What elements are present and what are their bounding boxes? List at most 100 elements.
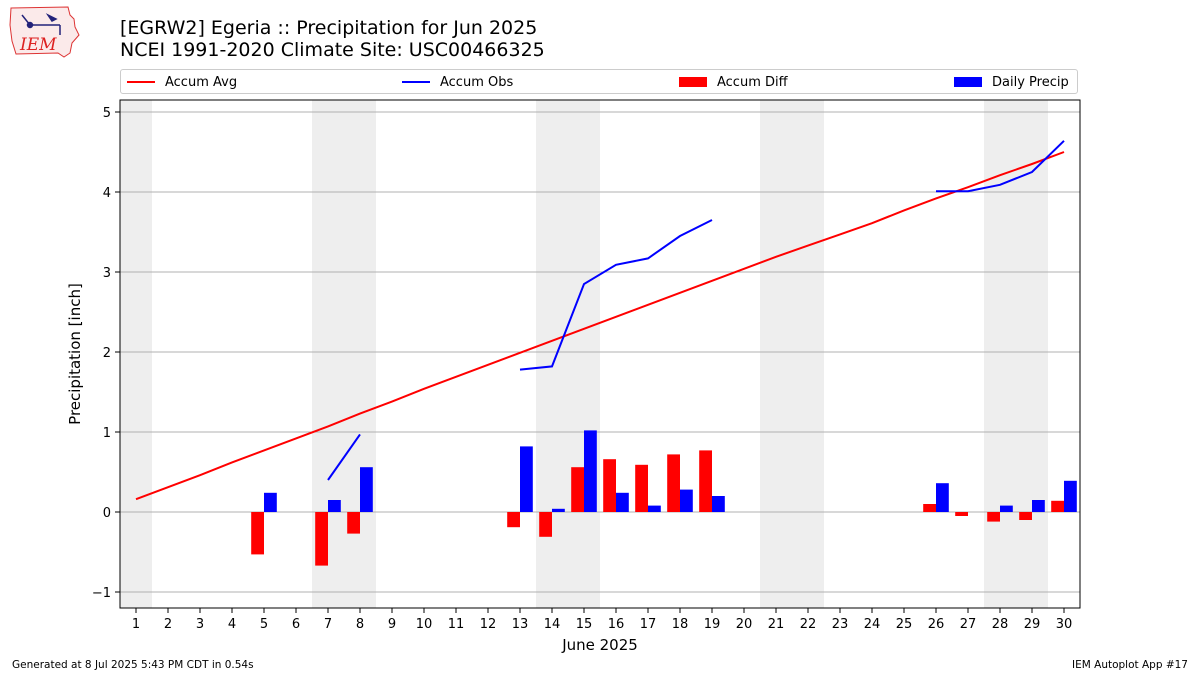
legend-label: Accum Avg (165, 74, 238, 90)
y-tick-label: 5 (103, 106, 111, 121)
accum-obs-line (519, 219, 713, 371)
legend: Accum Avg Accum Obs Accum Diff Daily Pre… (120, 69, 1078, 94)
x-tick-label: 30 (1056, 617, 1073, 632)
daily-precip-bar (584, 430, 597, 512)
x-tick-label: 4 (228, 617, 236, 632)
legend-swatch (679, 77, 707, 87)
accum-diff-bar (635, 464, 648, 512)
y-tick-label: 0 (103, 506, 111, 521)
accum-diff-bar (955, 512, 968, 516)
x-tick-label: 20 (736, 617, 753, 632)
legend-label: Daily Precip (992, 74, 1069, 90)
legend-swatch (127, 81, 155, 83)
daily-precip-bar (712, 496, 725, 512)
y-tick-label: 4 (103, 186, 111, 201)
x-tick-label: 19 (704, 617, 721, 632)
x-tick-label: 7 (324, 617, 332, 632)
x-tick-label: 1 (132, 617, 140, 632)
x-axis-label: June 2025 (561, 636, 638, 654)
legend-item-daily-precip: Daily Precip (954, 73, 1069, 91)
x-tick-label: 17 (640, 617, 657, 632)
plot-frame (119, 99, 1081, 609)
x-tick-label: 29 (1024, 617, 1041, 632)
x-tick-label: 12 (480, 617, 497, 632)
x-tick-label: 24 (864, 617, 881, 632)
accum-diff-bar (571, 467, 584, 512)
x-tick-label: 28 (992, 617, 1009, 632)
x-tick-label: 27 (960, 617, 977, 632)
accum-obs-line (936, 140, 1065, 193)
chart-title: [EGRW2] Egeria :: Precipitation for Jun … (120, 17, 545, 61)
legend-swatch (402, 81, 430, 83)
accum-diff-bar (667, 454, 680, 512)
daily-precip-bar (264, 492, 277, 512)
footer-generated: Generated at 8 Jul 2025 5:43 PM CDT in 0… (12, 659, 254, 671)
x-tick-label: 8 (356, 617, 364, 632)
x-tick-label: 6 (292, 617, 300, 632)
x-tick-label: 13 (512, 617, 529, 632)
x-tick-label: 9 (388, 617, 396, 632)
y-tick-label: 2 (103, 346, 111, 361)
x-tick-label: 16 (608, 617, 625, 632)
title-line-2: NCEI 1991-2020 Climate Site: USC00466325 (120, 39, 545, 61)
legend-item-accum-diff: Accum Diff (679, 73, 788, 91)
iowa-outline-icon (9, 6, 80, 58)
weekend-band (792, 100, 824, 608)
daily-precip-bar (1000, 505, 1013, 512)
x-tick-label: 3 (196, 617, 204, 632)
weekend-band (120, 100, 152, 608)
logo-text: IEM (19, 35, 57, 55)
accum-avg-line (135, 151, 1065, 501)
x-tick-label: 23 (832, 617, 849, 632)
y-tick-label: −1 (92, 586, 111, 601)
legend-label: Accum Diff (717, 74, 788, 90)
daily-precip-bar (360, 467, 373, 512)
series-lines (135, 140, 1065, 501)
legend-swatch (954, 77, 982, 87)
daily-precip-bar (552, 508, 565, 512)
accum-diff-bar (987, 512, 1000, 522)
x-tick-label: 5 (260, 617, 268, 632)
x-tick-label: 18 (672, 617, 689, 632)
accum-diff-bar (251, 512, 264, 555)
title-line-1: [EGRW2] Egeria :: Precipitation for Jun … (120, 17, 538, 39)
weekend-band (568, 100, 600, 608)
accum-diff-bar (315, 512, 328, 566)
daily-precip-bar (680, 489, 693, 512)
y-tick-label: 3 (103, 266, 111, 281)
x-tick-label: 26 (928, 617, 945, 632)
daily-precip-bar (328, 500, 341, 512)
legend-label: Accum Obs (440, 74, 514, 90)
accum-diff-bar (347, 512, 360, 534)
x-tick-label: 10 (416, 617, 433, 632)
daily-precip-bar (648, 505, 661, 512)
accum-diff-bar (699, 450, 712, 512)
accum-diff-bar (1051, 500, 1064, 512)
legend-item-accum-obs: Accum Obs (402, 73, 513, 91)
weather-station-icon (21, 13, 61, 35)
accum-diff-bar (923, 504, 936, 512)
daily-precip-bar (1064, 480, 1077, 512)
x-tick-label: 11 (448, 617, 465, 632)
daily-precip-bar (936, 483, 949, 512)
daily-precip-bar (616, 492, 629, 512)
iem-logo: IEM (9, 6, 80, 58)
accum-obs-line (327, 433, 361, 481)
legend-item-accum-avg: Accum Avg (127, 73, 237, 91)
x-tick-label: 25 (896, 617, 913, 632)
weekend-band (760, 100, 792, 608)
x-tick-label: 22 (800, 617, 817, 632)
daily-precip-bar (1032, 500, 1045, 512)
x-tick-label: 15 (576, 617, 593, 632)
weekend-band (1016, 100, 1048, 608)
footer-app: IEM Autoplot App #17 (1072, 659, 1188, 671)
gridlines (120, 111, 1080, 593)
accum-diff-bar (507, 512, 520, 528)
daily-precip-bar (520, 446, 533, 512)
bars (251, 430, 1077, 566)
accum-diff-bar (539, 512, 552, 537)
x-tick-label: 2 (164, 617, 172, 632)
x-tick-label: 14 (544, 617, 561, 632)
